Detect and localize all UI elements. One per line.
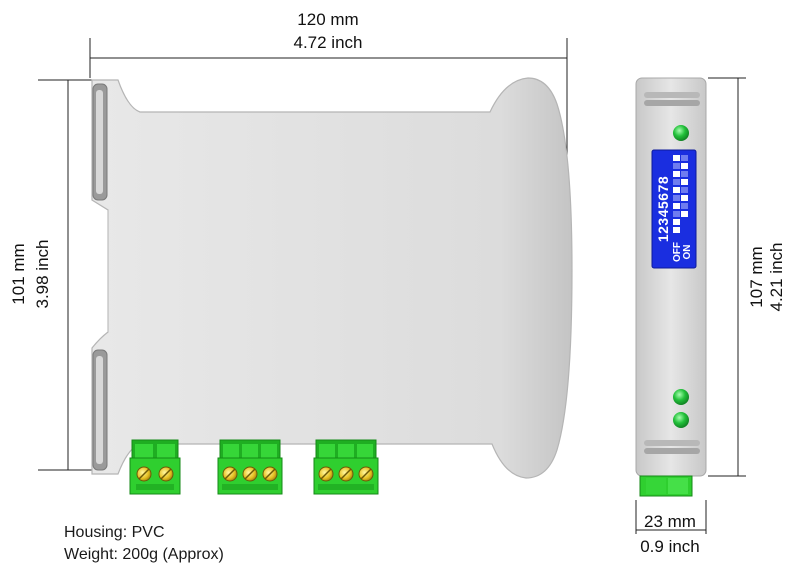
- height-mm-label: 101 mm: [9, 243, 28, 304]
- status-led-top: [673, 125, 689, 141]
- weight-spec: Weight: 200g (Approx): [64, 546, 224, 563]
- side-width-inch-label: 0.9 inch: [640, 537, 700, 556]
- side-width-dimension: [635, 500, 707, 534]
- side-terminal-block: [639, 475, 693, 497]
- housing-front-view: [91, 77, 573, 479]
- side-height-inch-label: 4.21 inch: [767, 243, 786, 312]
- side-height-mm-label: 107 mm: [747, 246, 766, 307]
- side-height-dimension: [708, 77, 746, 477]
- housing-side-view: [635, 77, 707, 477]
- width-mm-label: 120 mm: [297, 10, 358, 29]
- height-dimension: [38, 79, 100, 471]
- terminal-block-2pin: [129, 439, 181, 495]
- terminal-block-3pin-left: [217, 439, 283, 495]
- dip-switch-on-label: ON: [682, 245, 693, 260]
- terminal-block-3pin-right: [313, 439, 379, 495]
- side-width-mm-label: 23 mm: [644, 512, 696, 531]
- status-led-bottom: [673, 412, 689, 428]
- dip-switch-numbers: 12345678: [655, 176, 671, 242]
- height-inch-label: 3.98 inch: [33, 240, 52, 309]
- housing-spec: Housing: PVC: [64, 524, 165, 541]
- width-inch-label: 4.72 inch: [294, 33, 363, 52]
- housing-body: [91, 77, 573, 479]
- status-led-middle: [673, 389, 689, 405]
- dip-switch-off-label: OFF: [672, 242, 683, 262]
- dip-switch: 12345678 OFF ON: [651, 149, 697, 269]
